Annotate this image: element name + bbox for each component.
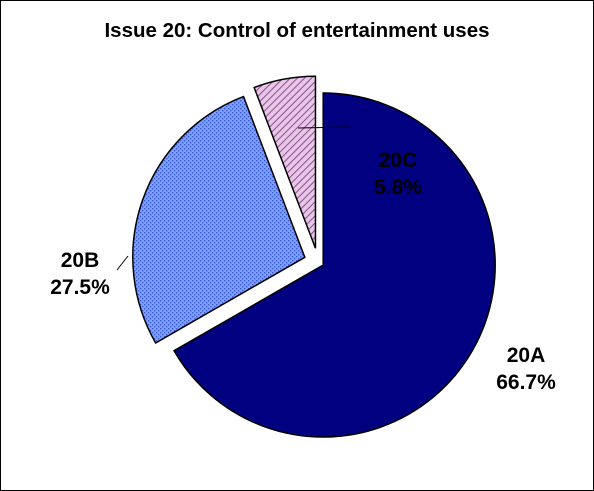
slice-label-20b-category: 20B — [61, 249, 100, 272]
slice-label-20a-category: 20A — [507, 344, 546, 367]
pie-slice-20a — [173, 92, 496, 438]
pie-slice-20b — [132, 95, 306, 345]
slice-label-20c-category: 20C — [379, 149, 418, 172]
chart-title: Issue 20: Control of entertainment uses — [104, 19, 490, 42]
slice-label-20b-percent: 27.5% — [50, 276, 110, 299]
pie-slice-20c — [253, 75, 317, 249]
leader-line-20b — [116, 255, 129, 271]
leader-line-20c — [297, 126, 351, 129]
slice-label-20c-percent: 5.8% — [374, 176, 422, 199]
slice-label-20a-percent: 66.7% — [496, 371, 556, 394]
